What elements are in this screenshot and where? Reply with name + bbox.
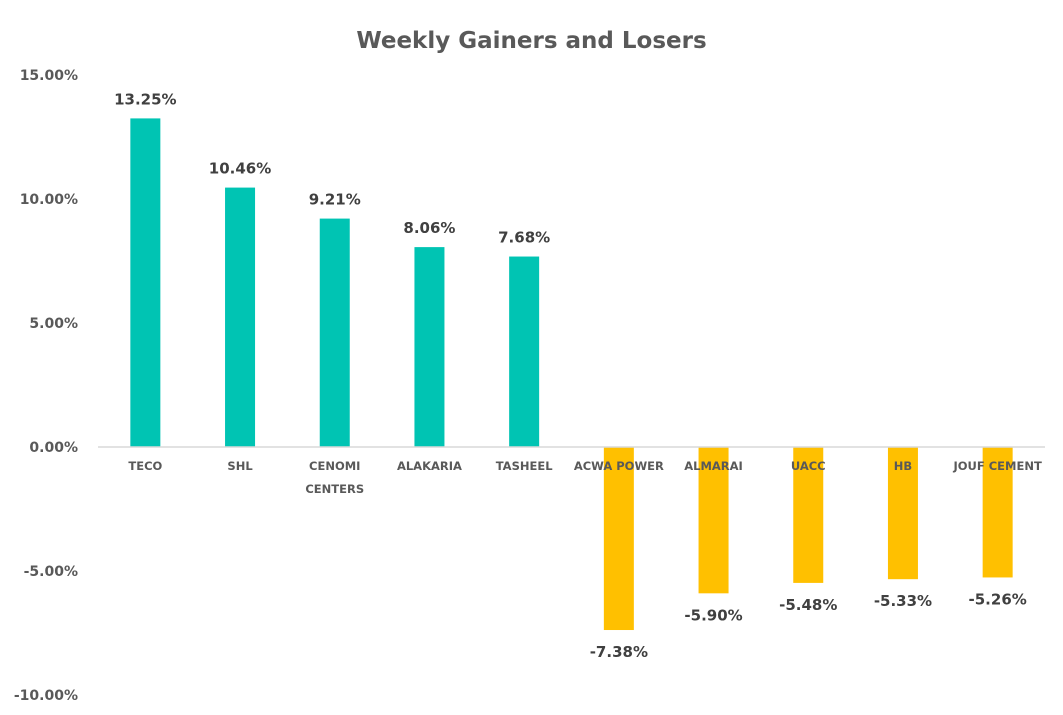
chart-title: Weekly Gainers and Losers	[356, 28, 707, 54]
data-label: -5.48%	[779, 596, 837, 614]
data-label: -5.26%	[969, 590, 1027, 608]
data-label: -7.38%	[590, 643, 648, 661]
x-tick-label: ALAKARIA	[397, 459, 462, 473]
x-tick-label: TASHEEL	[496, 459, 553, 473]
data-label: 10.46%	[209, 160, 271, 178]
x-tick-label: HB	[894, 459, 912, 473]
y-tick-label: -5.00%	[24, 564, 78, 580]
bar	[225, 187, 256, 448]
x-tick-label: TECO	[128, 459, 162, 473]
bar	[793, 447, 824, 583]
data-label: -5.33%	[874, 592, 932, 610]
y-tick-label: 15.00%	[20, 68, 78, 84]
bar	[887, 447, 918, 580]
data-label: 7.68%	[498, 229, 550, 247]
bar	[414, 247, 445, 447]
y-tick-label: 0.00%	[29, 440, 78, 456]
data-label: 13.25%	[114, 90, 176, 108]
bar	[603, 447, 634, 631]
data-label: -5.90%	[684, 606, 742, 624]
x-tick-label: SHL	[227, 459, 253, 473]
data-label: 9.21%	[309, 191, 361, 209]
bar	[509, 256, 540, 447]
y-tick-label: 5.00%	[29, 316, 78, 332]
x-tick-label: ALMARAI	[684, 459, 743, 473]
x-tick-label: JOUF CEMENT	[952, 459, 1041, 473]
bar	[698, 447, 729, 594]
bar	[982, 447, 1013, 578]
y-tick-label: -10.00%	[14, 688, 78, 704]
bar	[130, 118, 161, 448]
x-tick-label: ACWA POWER	[574, 459, 664, 473]
bar	[319, 218, 350, 447]
data-label: 8.06%	[403, 219, 455, 237]
x-tick-label: CENOMI	[309, 459, 360, 473]
x-tick-label: CENTERS	[305, 482, 364, 496]
x-tick-label: UACC	[791, 459, 826, 473]
y-tick-label: 10.00%	[20, 192, 78, 208]
